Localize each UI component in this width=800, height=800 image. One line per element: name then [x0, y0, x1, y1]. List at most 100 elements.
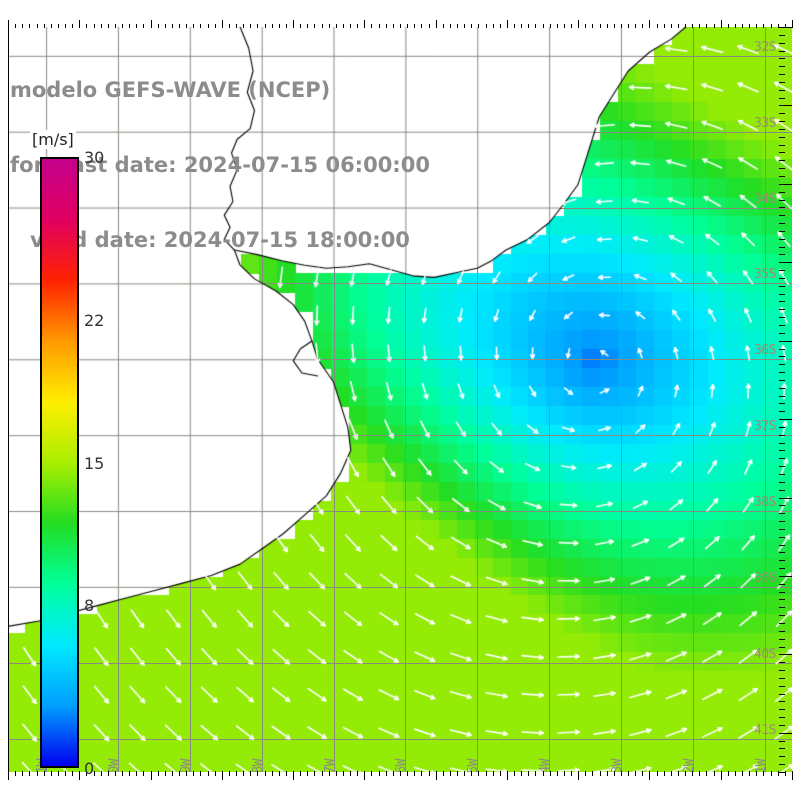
tick-mark — [8, 771, 9, 780]
tick-mark — [779, 701, 785, 703]
tick-mark — [228, 24, 230, 28]
tick-mark — [314, 771, 316, 776]
tick-mark — [278, 771, 280, 776]
tick-mark — [428, 771, 430, 776]
tick-mark — [157, 24, 159, 28]
tick-mark — [779, 113, 785, 115]
tick-mark — [278, 24, 280, 28]
tick-mark — [779, 183, 792, 185]
tick-mark — [328, 24, 330, 28]
tick-mark — [86, 771, 88, 776]
tick-mark — [164, 771, 166, 776]
tick-mark — [779, 168, 785, 170]
tick-mark — [335, 24, 337, 28]
tick-mark — [100, 24, 102, 28]
tick-mark — [107, 771, 109, 776]
colorbar-tick-15: 15 — [84, 453, 105, 473]
tick-mark — [779, 403, 785, 405]
tick-mark — [357, 24, 359, 28]
tick-mark — [321, 771, 323, 776]
colorbar[interactable] — [40, 157, 79, 768]
tick-mark — [136, 771, 138, 776]
tick-mark — [779, 599, 785, 601]
tick-mark — [485, 24, 487, 28]
tick-mark — [407, 771, 409, 776]
tick-mark — [635, 771, 637, 776]
tick-mark — [342, 24, 344, 28]
tick-mark — [779, 270, 785, 272]
tick-mark — [400, 24, 401, 28]
tick-mark — [635, 24, 637, 28]
tick-mark — [784, 24, 786, 28]
tick-mark — [457, 771, 459, 776]
map-plot-area[interactable]: 61W60W59W58W57W56W55W54W53W52W51W 32S33S… — [8, 27, 792, 772]
tick-mark — [779, 191, 785, 193]
tick-mark — [542, 771, 544, 776]
tick-mark — [228, 771, 230, 776]
lat-label-36S: 36S — [754, 343, 776, 359]
tick-mark — [713, 24, 715, 28]
tick-mark — [779, 630, 785, 632]
tick-mark — [571, 24, 573, 28]
tick-mark — [300, 771, 302, 776]
tick-mark — [699, 24, 701, 28]
colorbar-tick-30: 30 — [84, 148, 105, 167]
tick-mark — [742, 24, 744, 28]
tick-mark — [749, 24, 751, 28]
tick-mark — [779, 693, 785, 695]
tick-mark — [307, 24, 309, 28]
tick-mark — [285, 771, 287, 776]
tick-mark — [457, 24, 459, 28]
tick-mark — [257, 24, 259, 28]
tick-mark — [779, 591, 785, 593]
tick-mark — [763, 24, 765, 28]
tick-mark — [770, 24, 772, 28]
tick-mark — [514, 771, 516, 776]
tick-mark — [556, 771, 558, 776]
tick-mark — [779, 340, 792, 342]
tick-mark — [293, 771, 295, 780]
tick-mark — [779, 97, 785, 99]
tick-mark — [779, 536, 785, 538]
tick-mark — [592, 24, 594, 28]
tick-mark — [22, 24, 24, 28]
tick-mark — [779, 395, 785, 397]
tick-mark — [50, 771, 52, 776]
tick-mark — [29, 24, 31, 28]
tick-mark — [563, 24, 565, 28]
tick-mark — [779, 215, 785, 217]
tick-mark — [414, 771, 416, 776]
tick-mark — [779, 748, 785, 750]
tick-mark — [779, 317, 785, 319]
tick-mark — [129, 24, 131, 28]
lat-label-35S: 35S — [754, 267, 776, 283]
tick-mark — [264, 24, 266, 28]
tick-mark — [442, 24, 444, 28]
tick-mark — [784, 771, 786, 776]
tick-mark — [779, 277, 785, 279]
tick-mark — [779, 654, 792, 656]
tick-mark — [613, 771, 615, 776]
tick-mark — [243, 771, 245, 776]
tick-mark — [186, 771, 188, 776]
tick-mark — [179, 771, 181, 776]
tick-mark — [243, 24, 245, 28]
tick-mark — [779, 450, 785, 452]
tick-mark — [57, 771, 59, 776]
tick-mark — [535, 24, 537, 28]
tick-mark — [777, 771, 779, 776]
tick-mark — [779, 497, 792, 499]
tick-mark — [521, 771, 523, 776]
tick-mark — [779, 66, 785, 68]
tick-mark — [779, 81, 785, 83]
lat-label-38S: 38S — [754, 495, 776, 511]
tick-mark — [670, 24, 672, 28]
tick-mark — [485, 771, 487, 776]
tick-mark — [492, 771, 494, 776]
tick-mark — [779, 458, 785, 460]
tick-mark — [385, 24, 387, 28]
tick-mark — [143, 24, 145, 28]
tick-mark — [585, 24, 587, 28]
tick-mark — [257, 771, 259, 776]
tick-mark — [114, 24, 116, 28]
